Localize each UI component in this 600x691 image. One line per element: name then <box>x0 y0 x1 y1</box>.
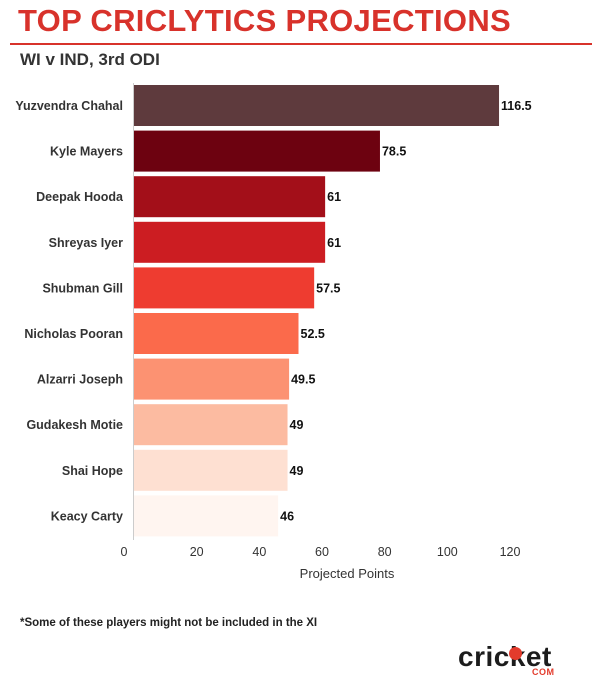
bar-shubman-gill <box>134 267 315 309</box>
bar-gudakesh-motie <box>134 404 288 446</box>
category-label-gudakesh-motie: Gudakesh Motie <box>26 418 123 432</box>
title-divider <box>10 43 592 45</box>
category-label-nicholas-pooran: Nicholas Pooran <box>24 327 123 341</box>
value-label-keacy-carty: 46 <box>280 509 294 523</box>
bar-kyle-mayers <box>134 130 380 172</box>
category-label-shubman-gill: Shubman Gill <box>42 281 123 295</box>
x-axis-label: Projected Points <box>300 566 395 581</box>
x-tick-group: 0 20 40 60 80 100 120 <box>121 545 521 559</box>
logo-wordmark: cricket <box>458 641 552 672</box>
value-label-shai-hope: 49 <box>290 464 304 478</box>
x-tick-0: 0 <box>121 545 128 559</box>
category-label-alzarri-joseph: Alzarri Joseph <box>37 373 123 387</box>
value-label-yuzvendra-chahal: 116.5 <box>501 99 532 113</box>
bar-shreyas-iyer <box>134 221 326 263</box>
value-label-kyle-mayers: 78.5 <box>382 145 406 159</box>
value-label-deepak-hooda: 61 <box>327 190 341 204</box>
chart-subtitle: WI v IND, 3rd ODI <box>20 50 160 69</box>
bar-keacy-carty <box>134 495 279 537</box>
value-label-shubman-gill: 57.5 <box>316 281 340 295</box>
cricket-com-logo: cricket COM <box>458 641 578 681</box>
bars-group: Yuzvendra Chahal 116.5 Kyle Mayers 78.5 Deep… <box>15 85 532 537</box>
bar-chart: Yuzvendra Chahal 116.5 Kyle Mayers 78.5 Deep… <box>15 83 532 581</box>
category-label-deepak-hooda: Deepak Hooda <box>36 190 124 204</box>
bar-nicholas-pooran <box>134 313 299 354</box>
value-label-nicholas-pooran: 52.5 <box>301 327 325 341</box>
footnote: *Some of these players might not be incl… <box>20 617 318 629</box>
x-tick-120: 120 <box>500 545 521 559</box>
category-label-shreyas-iyer: Shreyas Iyer <box>49 236 123 250</box>
bar-deepak-hooda <box>134 176 326 218</box>
ball-icon <box>509 647 522 660</box>
category-label-shai-hope: Shai Hope <box>62 464 123 478</box>
bar-yuzvendra-chahal <box>134 85 500 126</box>
category-label-yuzvendra-chahal: Yuzvendra Chahal <box>15 99 123 113</box>
x-tick-20: 20 <box>190 545 204 559</box>
logo-suffix: COM <box>532 667 555 677</box>
x-tick-100: 100 <box>437 545 458 559</box>
chart-title: TOP CRICLYTICS PROJECTIONS <box>18 3 511 38</box>
bar-alzarri-joseph <box>134 358 290 400</box>
value-label-gudakesh-motie: 49 <box>290 418 304 432</box>
x-tick-40: 40 <box>252 545 266 559</box>
bar-shai-hope <box>134 449 288 491</box>
value-label-alzarri-joseph: 49.5 <box>291 373 315 387</box>
value-label-shreyas-iyer: 61 <box>327 236 341 250</box>
category-label-keacy-carty: Keacy Carty <box>51 509 123 523</box>
x-tick-80: 80 <box>378 545 392 559</box>
x-tick-60: 60 <box>315 545 329 559</box>
category-label-kyle-mayers: Kyle Mayers <box>50 145 123 159</box>
